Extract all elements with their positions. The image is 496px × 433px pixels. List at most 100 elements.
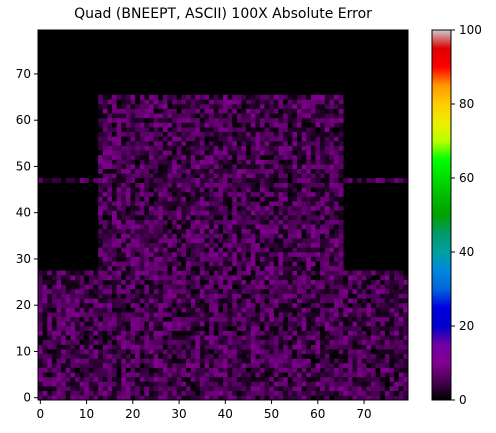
heatmap-cell: [149, 390, 154, 396]
heatmap-cell: [292, 395, 298, 401]
heatmap-cell: [324, 187, 330, 193]
heatmap-cell: [310, 270, 316, 276]
heatmap-cell: [102, 219, 108, 225]
heatmap-cell: [398, 358, 404, 364]
heatmap-cell: [273, 275, 279, 281]
heatmap-cell: [329, 210, 335, 216]
heatmap-cell: [167, 395, 173, 401]
heatmap-cell: [292, 279, 298, 285]
heatmap-cell: [334, 238, 339, 244]
heatmap-cell: [347, 386, 353, 392]
heatmap-cell: [209, 376, 215, 382]
heatmap-cell: [260, 321, 265, 327]
heatmap-cell: [181, 168, 187, 174]
heatmap-cell: [162, 150, 168, 156]
heatmap-cell: [232, 178, 238, 183]
heatmap-cell: [320, 367, 326, 373]
heatmap-cell: [107, 330, 113, 336]
heatmap-cell: [384, 376, 390, 382]
heatmap-cell: [310, 205, 316, 211]
heatmap-cell: [167, 312, 173, 318]
heatmap-cell: [199, 159, 205, 165]
heatmap-cell: [153, 390, 159, 396]
heatmap-cell: [56, 372, 62, 378]
heatmap-cell: [329, 386, 335, 392]
heatmap-cell: [241, 182, 247, 188]
heatmap-cell: [149, 279, 154, 285]
heatmap-cell: [107, 154, 113, 160]
heatmap-cell: [324, 196, 330, 202]
heatmap-cell: [153, 99, 159, 105]
heatmap-cell: [186, 395, 191, 401]
heatmap-cell: [366, 302, 372, 308]
heatmap-cell: [149, 108, 154, 114]
heatmap-cell: [102, 395, 108, 401]
heatmap-cell: [199, 173, 205, 179]
heatmap-cell: [84, 372, 90, 378]
heatmap-cell: [223, 131, 228, 137]
heatmap-cell: [371, 339, 376, 345]
heatmap-cell: [375, 307, 381, 313]
heatmap-cell: [130, 242, 136, 248]
heatmap-cell: [181, 136, 187, 142]
heatmap-cell: [190, 104, 196, 109]
heatmap-cell: [195, 164, 201, 170]
heatmap-cell: [320, 131, 326, 137]
heatmap-cell: [260, 238, 265, 244]
heatmap-cell: [102, 289, 108, 294]
heatmap-cell: [278, 261, 284, 267]
heatmap-cell: [176, 372, 182, 378]
heatmap-cell: [149, 275, 154, 281]
heatmap-cell: [144, 201, 150, 207]
heatmap-cell: [172, 265, 178, 271]
heatmap-cell: [130, 390, 136, 396]
heatmap-cell: [371, 279, 376, 285]
heatmap-cell: [403, 358, 409, 364]
heatmap-cell: [297, 113, 302, 119]
heatmap-cell: [306, 252, 312, 257]
heatmap-cell: [306, 196, 312, 202]
heatmap-cell: [223, 242, 228, 248]
heatmap-cell: [283, 279, 289, 285]
heatmap-cell: [269, 224, 275, 230]
heatmap-cell: [255, 145, 261, 151]
heatmap-cell: [176, 228, 182, 234]
heatmap-cell: [204, 335, 210, 341]
heatmap-cell: [167, 238, 173, 244]
heatmap-cell: [306, 164, 312, 170]
heatmap-cell: [287, 94, 293, 100]
heatmap-cell: [135, 353, 141, 359]
heatmap-cell: [236, 178, 242, 183]
heatmap-cell: [172, 182, 178, 188]
heatmap-cell: [172, 353, 178, 359]
heatmap-cell: [139, 252, 145, 257]
heatmap-cell: [139, 228, 145, 234]
heatmap-cell: [310, 233, 316, 239]
heatmap-cell: [236, 293, 242, 299]
heatmap-cell: [204, 316, 210, 322]
heatmap-cell: [315, 136, 321, 142]
heatmap-cell: [93, 316, 99, 322]
heatmap-cell: [264, 215, 270, 220]
heatmap-cell: [93, 279, 99, 285]
heatmap-cell: [287, 182, 293, 188]
heatmap-cell: [297, 312, 302, 318]
heatmap-cell: [398, 307, 404, 313]
heatmap-cell: [371, 358, 376, 364]
heatmap-cell: [190, 247, 196, 253]
heatmap-cell: [172, 145, 178, 151]
heatmap-cell: [162, 145, 168, 151]
heatmap-cell: [241, 215, 247, 220]
heatmap-cell: [384, 307, 390, 313]
heatmap-cell: [112, 164, 117, 170]
heatmap-cell: [186, 298, 191, 304]
heatmap-cell: [306, 122, 312, 128]
heatmap-cell: [190, 316, 196, 322]
heatmap-cell: [218, 178, 224, 183]
heatmap-cell: [394, 390, 400, 396]
heatmap-cell: [209, 390, 215, 396]
heatmap-cell: [139, 363, 145, 368]
heatmap-cell: [297, 131, 302, 137]
heatmap-cell: [199, 228, 205, 234]
heatmap-cell: [255, 390, 261, 396]
